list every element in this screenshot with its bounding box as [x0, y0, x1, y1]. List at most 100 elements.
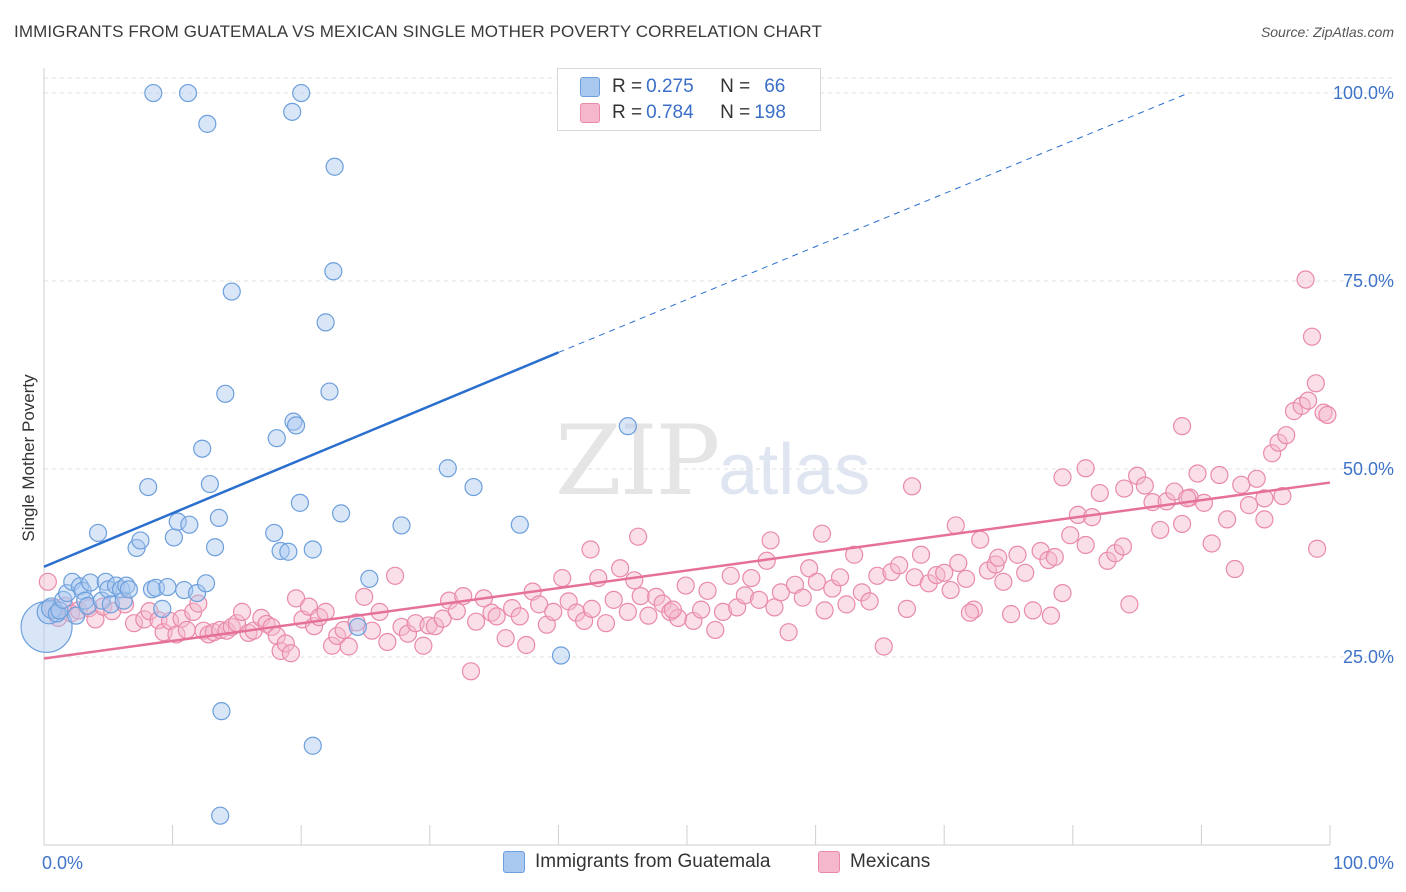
mexicans-point	[1076, 459, 1095, 478]
mexicans-point	[1239, 496, 1259, 515]
guatemala-point	[290, 493, 310, 512]
mexicans-point	[447, 602, 466, 621]
guatemala-point	[131, 531, 150, 550]
mexicans-point	[1053, 468, 1072, 487]
guatemala-point	[153, 599, 172, 618]
mexicans-point	[765, 598, 784, 617]
legend-label-guatemala: Immigrants from Guatemala	[535, 851, 771, 872]
mexicans-point	[1135, 476, 1154, 495]
mexicans-point	[800, 559, 819, 578]
guatemala-point	[144, 83, 163, 103]
mexicans-point	[510, 607, 529, 626]
guatemala-point	[180, 515, 199, 534]
mexicans-point	[582, 599, 601, 618]
mexicans-point	[316, 602, 335, 621]
guatemala-point	[205, 538, 225, 557]
mexicans-point	[692, 600, 711, 619]
mexicans-point	[830, 568, 850, 587]
mexicans-point	[1053, 583, 1072, 603]
mexicans-point	[1173, 514, 1192, 534]
guatemala-point	[279, 542, 298, 561]
guatemala-point	[348, 617, 367, 637]
guatemala-trend-extension	[558, 92, 1189, 353]
mexicans-point	[989, 548, 1008, 567]
source-label: Source: ZipAtlas.com	[1260, 24, 1394, 40]
mexicans-point	[604, 590, 623, 609]
mexicans-point	[1269, 433, 1288, 452]
guatemala-point	[164, 528, 183, 547]
mexicans-point	[647, 587, 666, 606]
mexicans-point	[771, 583, 790, 602]
guatemala-point	[200, 474, 219, 494]
guatemala-point	[303, 736, 322, 755]
legend-swatch-blue	[503, 851, 525, 873]
mexicans-point	[698, 581, 717, 600]
mexicans-point	[1263, 444, 1282, 463]
series-guatemala	[20, 83, 637, 825]
mexicans-point	[1120, 595, 1139, 614]
legend-swatch-blue	[580, 77, 600, 97]
legend-r-value: 0.784	[646, 102, 694, 123]
guatemala-point	[81, 573, 100, 592]
mexicans-point	[1308, 539, 1327, 558]
guatemala-point	[209, 508, 228, 527]
legend-label-mexicans: Mexicans	[850, 851, 931, 872]
guatemala-point	[139, 477, 158, 497]
mexicans-point	[378, 632, 397, 652]
guatemala-point	[168, 512, 187, 531]
mexicans-point	[676, 576, 695, 595]
mexicans-point	[749, 590, 769, 609]
mexicans-point	[793, 588, 812, 607]
mexicans-point	[837, 595, 856, 614]
series-legend: Immigrants from Guatemala Mexicans	[0, 851, 1406, 877]
guatemala-point	[265, 523, 284, 543]
mexicans-point	[38, 572, 57, 591]
mexicans-point	[629, 527, 648, 546]
mexicans-point	[596, 614, 616, 633]
legend-r-value: 0.275	[646, 76, 694, 97]
mexicans-point	[177, 620, 196, 640]
mexicans-point	[385, 566, 405, 585]
mexicans-point	[172, 609, 191, 628]
mexicans-point	[517, 635, 536, 655]
mexicans-point	[902, 477, 922, 496]
mexicans-point	[1306, 374, 1325, 393]
mexicans-point	[1090, 483, 1109, 503]
mexicans-point	[1106, 544, 1125, 563]
mexicans-point	[611, 559, 630, 578]
mexicans-point	[779, 623, 798, 642]
guatemala-point	[618, 417, 637, 436]
mexicans-point	[1178, 489, 1197, 508]
mexicans-point	[1041, 606, 1061, 625]
mexicans-point	[530, 595, 549, 614]
legend-n-value: 66	[764, 76, 786, 97]
mexicans-point	[721, 566, 740, 585]
guatemala-point	[292, 83, 311, 103]
legend-row-guatemala: R = 0.275 N = 66	[580, 75, 785, 99]
mexicans-point	[1173, 417, 1192, 436]
mexicans-point	[618, 602, 637, 621]
mexicans-point	[425, 617, 445, 636]
guatemala-point	[551, 646, 571, 665]
y-tick-label: 25.0%	[1343, 647, 1394, 667]
mexicans-point	[1115, 479, 1134, 498]
mexicans-point	[276, 634, 295, 653]
mexicans-point	[1218, 510, 1237, 529]
guatemala-point	[88, 523, 108, 543]
legend-n-label: N =	[720, 76, 751, 97]
mexicans-point	[1299, 391, 1318, 410]
mexicans-point	[1225, 559, 1244, 579]
mexicans-point	[868, 566, 887, 585]
mexicans-point	[414, 636, 433, 655]
mexicans-point	[124, 614, 144, 633]
y-tick-label: 50.0%	[1343, 459, 1394, 479]
mexicans-point	[1318, 405, 1337, 424]
watermark: ZIPatlas	[555, 405, 870, 517]
mexicans-point	[935, 563, 954, 582]
guatemala-point	[392, 516, 411, 535]
mexicans-point	[355, 587, 374, 606]
guatemala-point	[211, 806, 230, 825]
mexicans-point	[1255, 489, 1274, 508]
mexicans-point	[956, 569, 976, 588]
